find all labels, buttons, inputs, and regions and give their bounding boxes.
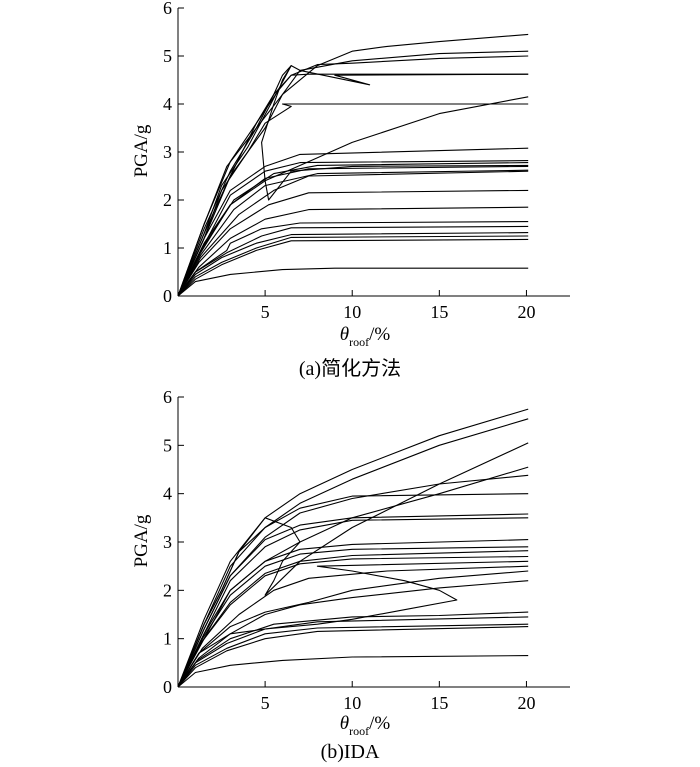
x-tick-label-a-15: 15 (430, 302, 448, 322)
series-line-b-3 (177, 623, 529, 688)
series-line-a-8 (177, 189, 529, 297)
y-tick-label-b-1: 1 (163, 629, 172, 649)
series-line-b-21 (177, 408, 529, 688)
x-axis-subscript-b: roof (349, 724, 369, 738)
y-tick-label-a-4: 4 (163, 94, 172, 114)
y-tick-label-a-1: 1 (163, 238, 172, 258)
x-tick-label-b-10: 10 (343, 693, 361, 713)
y-axis-label-b: PGA/g (131, 514, 152, 567)
curves-b (177, 408, 529, 688)
y-tick-label-b-0: 0 (163, 677, 172, 697)
x-tick-label-a-20: 20 (517, 302, 535, 322)
series-line-b-17 (177, 474, 529, 688)
series-line-a-19 (177, 55, 529, 297)
series-line-a-11 (177, 165, 529, 297)
y-tick-label-b-3: 3 (163, 532, 172, 552)
series-line-a-17 (177, 73, 529, 297)
series-line-a-21 (177, 65, 529, 297)
x-axis-symbol-a: θ (340, 324, 349, 345)
series-line-b-12 (177, 546, 529, 688)
x-axis-unit-b: /% (369, 713, 390, 734)
x-tick-label-b-20: 20 (517, 693, 535, 713)
curves-a (177, 33, 529, 297)
y-tick-label-b-5: 5 (163, 435, 172, 455)
axes-b: 0 1 2 3 4 5 6 5 10 15 20 (163, 387, 570, 713)
y-tick-label-b-6: 6 (163, 387, 172, 407)
series-line-a-16 (177, 96, 529, 297)
chart-panel-a: 0 1 2 3 4 5 6 5 10 15 20 PGA/g θroof/% (a)简化方法 (131, 0, 570, 380)
series-line-a-10 (177, 169, 529, 297)
x-axis-subscript-a: roof (349, 335, 369, 349)
series-line-a-3 (177, 235, 529, 297)
series-line-b-8 (177, 565, 529, 688)
y-tick-label-a-2: 2 (163, 190, 172, 210)
caption-b: (b)IDA (321, 741, 380, 763)
y-tick-label-a-3: 3 (163, 142, 172, 162)
x-axis-unit-a: /% (369, 324, 390, 345)
series-line-b-9 (177, 560, 529, 688)
series-line-a-2 (177, 238, 529, 297)
series-line-b-18 (177, 466, 529, 688)
series-line-a-15 (177, 103, 529, 297)
y-axis-label-a: PGA/g (131, 124, 152, 177)
x-axis-label-a: θroof/% (340, 324, 391, 349)
series-line-b-2 (177, 626, 529, 688)
series-line-a-22 (177, 33, 529, 297)
series-line-b-7 (177, 570, 529, 688)
series-line-b-11 (177, 550, 529, 688)
y-tick-label-b-4: 4 (163, 484, 172, 504)
series-line-b-1 (177, 655, 529, 688)
x-axis-label-b: θroof/% (340, 713, 391, 738)
y-tick-label-a-0: 0 (163, 286, 172, 306)
x-tick-label-a-10: 10 (343, 302, 361, 322)
series-line-a-9 (177, 170, 529, 297)
series-line-b-19 (177, 442, 529, 688)
series-line-b-6 (177, 580, 529, 688)
series-line-b-20 (177, 418, 529, 688)
series-line-a-18 (177, 65, 529, 297)
x-tick-label-b-15: 15 (430, 693, 448, 713)
series-line-b-15 (177, 513, 529, 688)
chart-panel-b: 0 1 2 3 4 5 6 5 10 15 20 PGA/g θroof/% (b)IDA (131, 387, 570, 763)
x-tick-label-b-5: 5 (261, 693, 270, 713)
series-line-a-1 (177, 267, 529, 297)
x-axis-symbol-b: θ (340, 713, 349, 734)
caption-a: (a)简化方法 (299, 357, 401, 380)
y-tick-label-a-5: 5 (163, 46, 172, 66)
series-line-a-4 (177, 232, 529, 297)
y-tick-label-a-6: 6 (163, 0, 172, 18)
y-tick-label-b-2: 2 (163, 580, 172, 600)
axes-a: 0 1 2 3 4 5 6 5 10 15 20 (163, 0, 570, 322)
series-line-a-7 (177, 206, 529, 297)
x-tick-label-a-5: 5 (261, 302, 270, 322)
